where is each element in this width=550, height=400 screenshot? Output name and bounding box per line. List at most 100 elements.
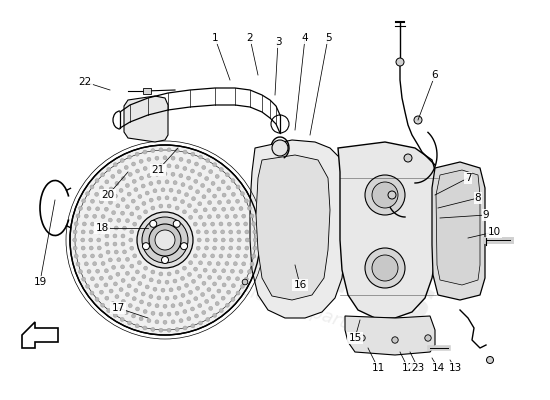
Circle shape (157, 196, 161, 200)
Circle shape (98, 254, 103, 258)
Circle shape (222, 207, 225, 211)
Text: 12: 12 (402, 363, 415, 373)
Circle shape (73, 230, 77, 234)
Circle shape (245, 238, 249, 242)
Circle shape (194, 297, 198, 301)
Circle shape (201, 292, 205, 296)
Circle shape (151, 165, 155, 169)
Circle shape (227, 186, 230, 190)
Circle shape (219, 254, 223, 258)
Circle shape (189, 290, 192, 294)
Text: 15: 15 (348, 333, 362, 343)
Circle shape (217, 187, 221, 191)
Circle shape (92, 214, 97, 218)
Circle shape (120, 211, 124, 215)
Circle shape (130, 212, 134, 216)
Circle shape (134, 188, 138, 192)
Circle shape (181, 183, 185, 187)
Circle shape (211, 182, 215, 186)
Circle shape (252, 254, 256, 258)
Circle shape (165, 296, 169, 300)
Circle shape (235, 222, 239, 226)
Circle shape (113, 163, 117, 167)
Circle shape (202, 166, 206, 170)
Circle shape (199, 321, 202, 325)
Circle shape (96, 207, 100, 211)
Circle shape (79, 270, 82, 274)
Circle shape (175, 148, 179, 152)
Circle shape (104, 283, 108, 287)
Circle shape (84, 262, 89, 266)
Circle shape (196, 230, 200, 234)
Circle shape (121, 278, 125, 282)
Circle shape (188, 272, 191, 276)
Circle shape (124, 310, 128, 314)
Circle shape (142, 243, 150, 250)
Circle shape (117, 258, 121, 262)
Circle shape (149, 278, 153, 282)
Circle shape (159, 328, 163, 332)
Circle shape (203, 208, 207, 212)
Circle shape (202, 195, 206, 199)
Circle shape (186, 300, 190, 304)
Text: 3: 3 (274, 37, 281, 47)
Circle shape (221, 230, 224, 234)
Circle shape (129, 238, 133, 242)
Circle shape (244, 199, 248, 203)
Circle shape (149, 224, 181, 256)
Circle shape (131, 314, 135, 318)
Circle shape (219, 308, 223, 312)
Circle shape (82, 199, 86, 203)
Circle shape (236, 185, 240, 189)
Polygon shape (436, 170, 480, 285)
Circle shape (198, 274, 202, 278)
Circle shape (191, 197, 195, 201)
Circle shape (157, 280, 161, 284)
Circle shape (183, 266, 186, 270)
Circle shape (122, 300, 125, 304)
Circle shape (125, 184, 129, 188)
Circle shape (167, 328, 171, 332)
Circle shape (104, 207, 108, 211)
Circle shape (388, 191, 396, 199)
Circle shape (221, 296, 225, 300)
Circle shape (197, 238, 201, 242)
Circle shape (212, 230, 217, 234)
Circle shape (138, 261, 141, 265)
Circle shape (142, 217, 188, 263)
Circle shape (130, 246, 134, 250)
Circle shape (73, 246, 77, 250)
Circle shape (217, 200, 222, 204)
Circle shape (226, 173, 229, 177)
Polygon shape (22, 322, 58, 348)
Circle shape (125, 205, 129, 209)
Circle shape (121, 234, 125, 238)
Circle shape (239, 270, 243, 274)
Circle shape (171, 172, 175, 176)
Circle shape (119, 188, 123, 192)
Circle shape (222, 193, 226, 197)
Circle shape (138, 282, 142, 286)
Text: 23: 23 (411, 363, 425, 373)
Circle shape (135, 169, 140, 173)
Circle shape (165, 180, 169, 184)
Circle shape (144, 266, 147, 270)
Circle shape (227, 254, 232, 258)
Circle shape (244, 254, 248, 258)
Circle shape (175, 311, 179, 315)
Circle shape (195, 314, 199, 318)
Circle shape (207, 188, 211, 192)
Circle shape (171, 320, 175, 324)
Polygon shape (345, 316, 435, 355)
Text: 14: 14 (431, 363, 444, 373)
Circle shape (167, 204, 171, 208)
Circle shape (139, 317, 143, 321)
Circle shape (165, 196, 169, 200)
Circle shape (212, 207, 216, 211)
Polygon shape (338, 142, 438, 318)
Circle shape (222, 283, 226, 287)
Circle shape (159, 148, 163, 152)
Circle shape (365, 248, 405, 288)
Circle shape (175, 270, 179, 274)
Circle shape (226, 303, 229, 307)
